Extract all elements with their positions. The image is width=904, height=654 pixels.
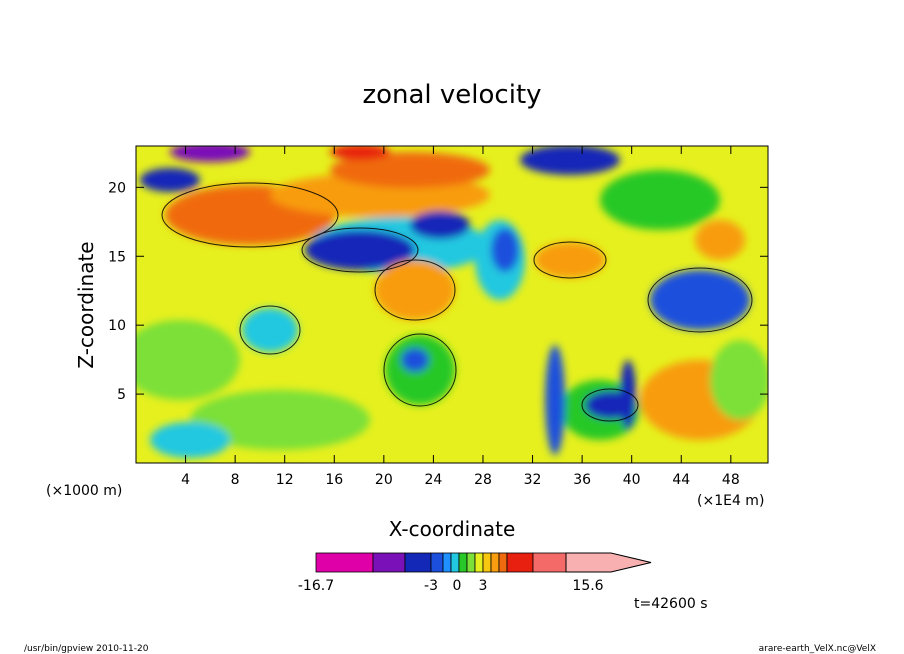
contour-3 [374,259,456,321]
x-tick-label: 12 [276,472,294,488]
chart-title: zonal velocity [362,80,541,110]
x-tick-label: 24 [424,472,442,488]
contour-2 [301,227,419,273]
x-tick-label: 4 [181,472,190,488]
x-unit-right: (×1E4 m) [697,493,764,509]
footer-left: /usr/bin/gpview 2010-11-20 [24,644,149,654]
region-red-top [330,146,390,160]
region-orange-right [535,242,605,278]
x-tick-label: 36 [573,472,591,488]
y-axis: 5 10 15 20 [108,180,768,403]
colorbar-cell [474,552,484,573]
colorbar-tick-label: 0 [453,578,462,594]
contour-5 [383,333,457,407]
region-blue-band-2 [410,211,470,239]
time-label: t=42600 s [634,596,708,612]
colorbar-cell [450,552,460,573]
y-tick-label: 20 [108,180,126,196]
x-tick-label: 20 [375,472,393,488]
colorbar-arrow [565,552,652,573]
x-unit-left: (×1000 m) [46,483,122,499]
region-cyan-left [242,308,298,352]
x-axis: 4 8 12 16 20 24 28 32 36 40 44 48 [181,146,740,488]
region-blue-band [305,230,415,270]
colorbar-cell [458,552,468,573]
region-cyan-bottomleft [150,422,230,458]
colorbar-cell [498,552,508,573]
footer-right: arare-earth_VelX.nc@VelX [759,644,876,654]
y-tick-label: 5 [117,387,126,403]
colorbar-labels: -16.7 -3 0 3 15.6 [298,578,604,594]
region-blue-right [491,228,519,272]
x-tick-label: 48 [722,472,740,488]
contour-4 [239,305,301,355]
y-tick-label: 15 [108,249,126,265]
colorbar-cell [466,552,476,573]
plot-frame [135,145,769,464]
region-purple-top [170,146,250,162]
region-green-bottom [190,390,370,450]
y-axis-label: Z-coordinate [74,241,98,368]
region-green-edge-right [710,340,768,420]
region-blue-mid [401,348,429,372]
x-tick-label: 16 [325,472,343,488]
x-tick-label: 44 [672,472,690,488]
colorbar [315,552,652,573]
contour-6 [647,267,753,333]
colorbar-cell [482,552,492,573]
colorbar-cell [430,552,444,573]
contour-7 [581,388,639,422]
heatmap-field [136,146,768,463]
colorbar-cell [315,552,374,573]
x-tick-label: 28 [474,472,492,488]
contour-8 [533,241,607,279]
region-green-left [136,320,240,400]
colorbar-cell [372,552,406,573]
region-blue-far-right [650,270,750,330]
region-blue-topleft [140,168,200,192]
contour-1 [161,182,339,248]
colorbar-tick-label: -3 [424,578,438,594]
x-axis-label: X-coordinate [389,517,516,541]
colorbar-tick-label: -16.7 [298,578,334,594]
region-orange-topcenter [330,152,490,188]
region-green-right [600,170,720,230]
x-tick-label: 40 [623,472,641,488]
y-tick-label: 10 [108,318,126,334]
colorbar-cell [404,552,432,573]
colorbar-cell [442,552,452,573]
colorbar-tick-label: 15.6 [572,578,603,594]
colorbar-cell [532,552,567,573]
colorbar-cell [490,552,500,573]
x-tick-label: 8 [231,472,240,488]
region-blue-topright [520,146,620,175]
region-orange-far-right [695,220,745,260]
region-spike-2 [620,360,636,430]
colorbar-tick-label: 3 [479,578,488,594]
region-orange-center [375,260,455,320]
x-tick-label: 32 [524,472,542,488]
region-spike-1 [545,345,565,455]
colorbar-cell [506,552,534,573]
